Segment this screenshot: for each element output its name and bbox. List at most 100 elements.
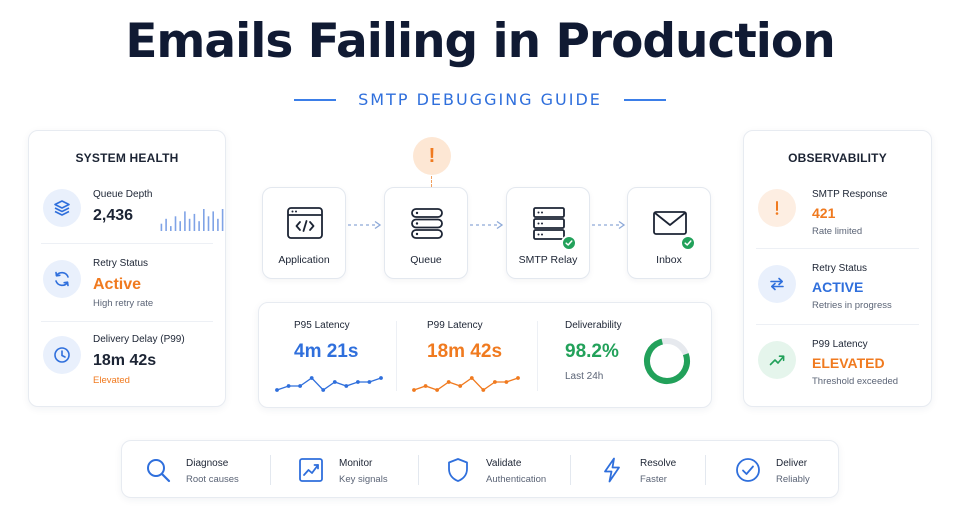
trend-point: [367, 380, 372, 384]
sparkline-bar: [207, 216, 210, 231]
subtitle-divider-left: [294, 98, 337, 101]
step-subtitle: Root causes: [186, 474, 239, 485]
step-title: Diagnose: [186, 458, 229, 469]
queue-alert-connector: [431, 176, 432, 187]
step-subtitle: Authentication: [486, 474, 547, 485]
sparkline-bar: [160, 223, 163, 231]
sparkline-bar: [174, 216, 177, 231]
shield-icon: [444, 456, 472, 484]
sparkline-bar: [188, 218, 191, 231]
system-health-panel: SYSTEM HEALTH Queue Depth 2,436 Retry St…: [28, 130, 226, 407]
trend-point: [332, 380, 337, 384]
trend-point: [446, 380, 451, 384]
p95-latency-value: 4m 21s: [294, 341, 359, 362]
page-subtitle: SMTP DEBUGGING GUIDE: [358, 90, 602, 109]
trend-point: [469, 376, 474, 380]
swap-icon: [758, 265, 796, 303]
trend-point: [516, 376, 520, 380]
latency-metrics-panel: P95 Latency 4m 21s P99 Latency 18m 42s D…: [258, 302, 712, 408]
observability-p99-label: P99 Latency: [812, 339, 868, 350]
refresh-icon: [43, 260, 81, 298]
server-icon: [529, 203, 569, 243]
p95-latency-label: P95 Latency: [294, 320, 350, 331]
trend-point: [412, 388, 416, 392]
delivery-delay-note: Elevated: [93, 375, 130, 386]
flow-node-label: SMTP Relay: [518, 254, 578, 266]
queue-alert-icon: !: [413, 137, 451, 175]
delivery-delay-row: Delivery Delay (P99) 18m 42s Elevated: [41, 321, 213, 401]
sparkline-bar: [193, 213, 196, 231]
retry-status-value: Active: [93, 276, 142, 293]
clock-icon: [43, 336, 81, 374]
retry-status-row: Retry Status Active High retry rate: [41, 243, 213, 321]
deliverability-period: Last 24h: [565, 371, 604, 382]
trend-point: [286, 384, 291, 388]
step-resolve[interactable]: Resolve Faster: [598, 441, 698, 499]
trend-up-icon: [758, 341, 796, 379]
p99-latency-trend-line: [412, 376, 520, 392]
envelope-icon: [650, 203, 690, 243]
retry-status-label: Retry Status: [93, 258, 149, 269]
retry-status-note: High retry rate: [93, 298, 154, 309]
step-validate[interactable]: Validate Authentication: [444, 441, 569, 499]
step-divider: [705, 455, 706, 485]
metric-divider: [396, 321, 397, 391]
observability-p99-row: P99 Latency ELEVATED Threshold exceeded: [756, 324, 919, 402]
metric-divider: [537, 321, 538, 391]
step-subtitle: Key signals: [339, 474, 388, 485]
deliverability-value: 98.2%: [565, 341, 619, 362]
flow-node-queue[interactable]: Queue: [384, 187, 468, 279]
smtp-response-value: 421: [812, 205, 836, 221]
step-monitor[interactable]: Monitor Key signals: [297, 441, 417, 499]
observability-p99-note: Threshold exceeded: [812, 376, 899, 387]
p99-latency-value: 18m 42s: [427, 341, 503, 362]
observability-retry-note: Retries in progress: [812, 300, 892, 311]
flow-node-application[interactable]: Application: [262, 187, 346, 279]
step-subtitle: Reliably: [776, 474, 810, 485]
step-title: Validate: [486, 458, 522, 469]
flow-node-smtp-relay[interactable]: SMTP Relay: [506, 187, 590, 279]
trend-point: [481, 388, 486, 392]
step-deliver[interactable]: Deliver Reliably: [734, 441, 834, 499]
queue-depth-value: 2,436: [93, 207, 134, 224]
database-icon: [407, 203, 447, 243]
observability-retry-label: Retry Status: [812, 263, 868, 274]
step-divider: [418, 455, 419, 485]
step-divider: [570, 455, 571, 485]
trend-point: [275, 388, 279, 392]
step-title: Resolve: [640, 458, 677, 469]
sparkline-bar: [170, 226, 172, 231]
trend-point: [344, 384, 349, 388]
observability-title: OBSERVABILITY: [788, 151, 887, 165]
status-ok-icon: [561, 235, 577, 251]
subtitle-row: SMTP DEBUGGING GUIDE: [0, 90, 960, 109]
trend-point: [458, 384, 463, 388]
trend-point: [356, 380, 360, 384]
flow-node-label: Inbox: [656, 254, 682, 266]
smtp-response-label: SMTP Response: [812, 189, 888, 200]
flow-arrow: [470, 220, 504, 230]
step-diagnose[interactable]: Diagnose Root causes: [144, 441, 264, 499]
delivery-delay-label: Delivery Delay (P99): [93, 334, 185, 345]
deliverability-donut: [644, 338, 690, 384]
queue-depth-sparkline: [160, 209, 224, 231]
trend-point: [379, 376, 383, 380]
observability-panel: OBSERVABILITY SMTP Response 421 Rate lim…: [743, 130, 932, 407]
layers-icon: [43, 189, 81, 227]
search-icon: [144, 456, 172, 484]
step-subtitle: Faster: [640, 474, 667, 485]
sparkline-bar: [212, 211, 214, 231]
trend-point: [435, 388, 439, 392]
step-title: Deliver: [776, 458, 808, 469]
donut-fill: [644, 338, 690, 384]
trend-point: [504, 380, 509, 384]
p95-latency-trend-line: [275, 376, 383, 392]
trend-point: [493, 380, 497, 384]
status-ok-icon: [680, 235, 696, 251]
flow-arrow: [348, 220, 382, 230]
flow-node-inbox[interactable]: Inbox: [627, 187, 711, 279]
check-circle-icon: [734, 456, 762, 484]
step-title: Monitor: [339, 458, 373, 469]
trend-line: [276, 377, 382, 391]
sparkline-bar: [165, 218, 167, 231]
